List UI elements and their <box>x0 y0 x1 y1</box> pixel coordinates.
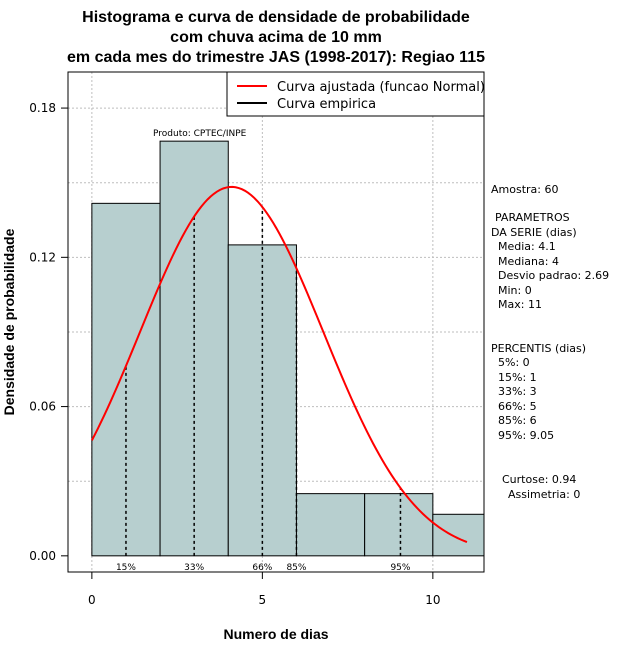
x-tick-label: 0 <box>88 593 96 607</box>
legend-label: Curva ajustada (funcao Normal) <box>277 80 485 95</box>
param-line: Media: 4.1 <box>498 240 556 253</box>
percentis-line: 85%: 6 <box>498 414 537 427</box>
x-tick-label: 5 <box>259 593 267 607</box>
curtose-text: Curtose: 0.94 <box>502 473 576 486</box>
x-axis-title: Numero de dias <box>223 626 328 642</box>
y-tick-label: 0.18 <box>29 101 56 115</box>
percentis-line: PERCENTIS (dias) <box>491 342 586 355</box>
y-tick-label: 0.12 <box>29 250 56 264</box>
y-axis-title: Densidade de probabilidade <box>1 228 17 415</box>
legend: Curva ajustada (funcao Normal) Curva empi… <box>226 71 485 117</box>
density-curves <box>90 185 468 544</box>
percentile-label: 33% <box>184 563 204 573</box>
histogram-bar <box>432 513 485 557</box>
amostra-text: Amostra: 60 <box>491 183 558 196</box>
param-line: PARAMETROS <box>495 211 570 224</box>
param-line: Mediana: 4 <box>498 255 559 268</box>
histogram-bars <box>91 140 485 557</box>
percentile-label: 85% <box>286 563 306 573</box>
percentile-lines: 15% 33% 66% 85% 95% <box>116 206 411 573</box>
y-tick-label: 0.06 <box>29 400 56 414</box>
percentis-line: 66%: 5 <box>498 400 537 413</box>
legend-label: Curva empirica <box>277 97 376 112</box>
x-axis: 0 5 10 <box>88 571 440 607</box>
normal-curve-line <box>90 185 468 544</box>
param-line: Min: 0 <box>498 284 532 297</box>
percentile-label: 15% <box>116 563 136 573</box>
percentile-label: 66% <box>252 563 272 573</box>
param-line: Desvio padrao: 2.69 <box>498 269 609 282</box>
histogram-bar <box>364 493 434 557</box>
percentis-line: 5%: 0 <box>498 356 530 369</box>
produto-annotation: Produto: CPTEC/INPE <box>153 129 247 139</box>
chart-title: Histograma e curva de densidade de proba… <box>67 9 485 66</box>
percentis-line: 15%: 1 <box>498 371 537 384</box>
percentis-line: 95%: 9.05 <box>498 429 554 442</box>
y-tick-label: 0.00 <box>29 549 56 563</box>
param-line: Max: 11 <box>498 298 542 311</box>
assimetria-text: Assimetria: 0 <box>508 488 580 501</box>
percentis-line: 33%: 3 <box>498 385 537 398</box>
title-line-3: em cada mes do trimestre JAS (1998-2017)… <box>67 49 485 66</box>
histogram-bar <box>295 493 366 557</box>
legend-box <box>226 71 485 117</box>
statistics-panel: Amostra: 60 PARAMETROS DA SERIE (dias) M… <box>491 183 609 501</box>
x-tick-label: 10 <box>425 593 440 607</box>
param-line: DA SERIE (dias) <box>491 226 577 239</box>
percentile-label: 95% <box>390 563 410 573</box>
title-line-2: com chuva acima de 10 mm <box>170 29 382 46</box>
y-axis: 0.00 0.06 0.12 0.18 <box>29 101 69 563</box>
title-line-1: Histograma e curva de densidade de proba… <box>82 9 470 26</box>
